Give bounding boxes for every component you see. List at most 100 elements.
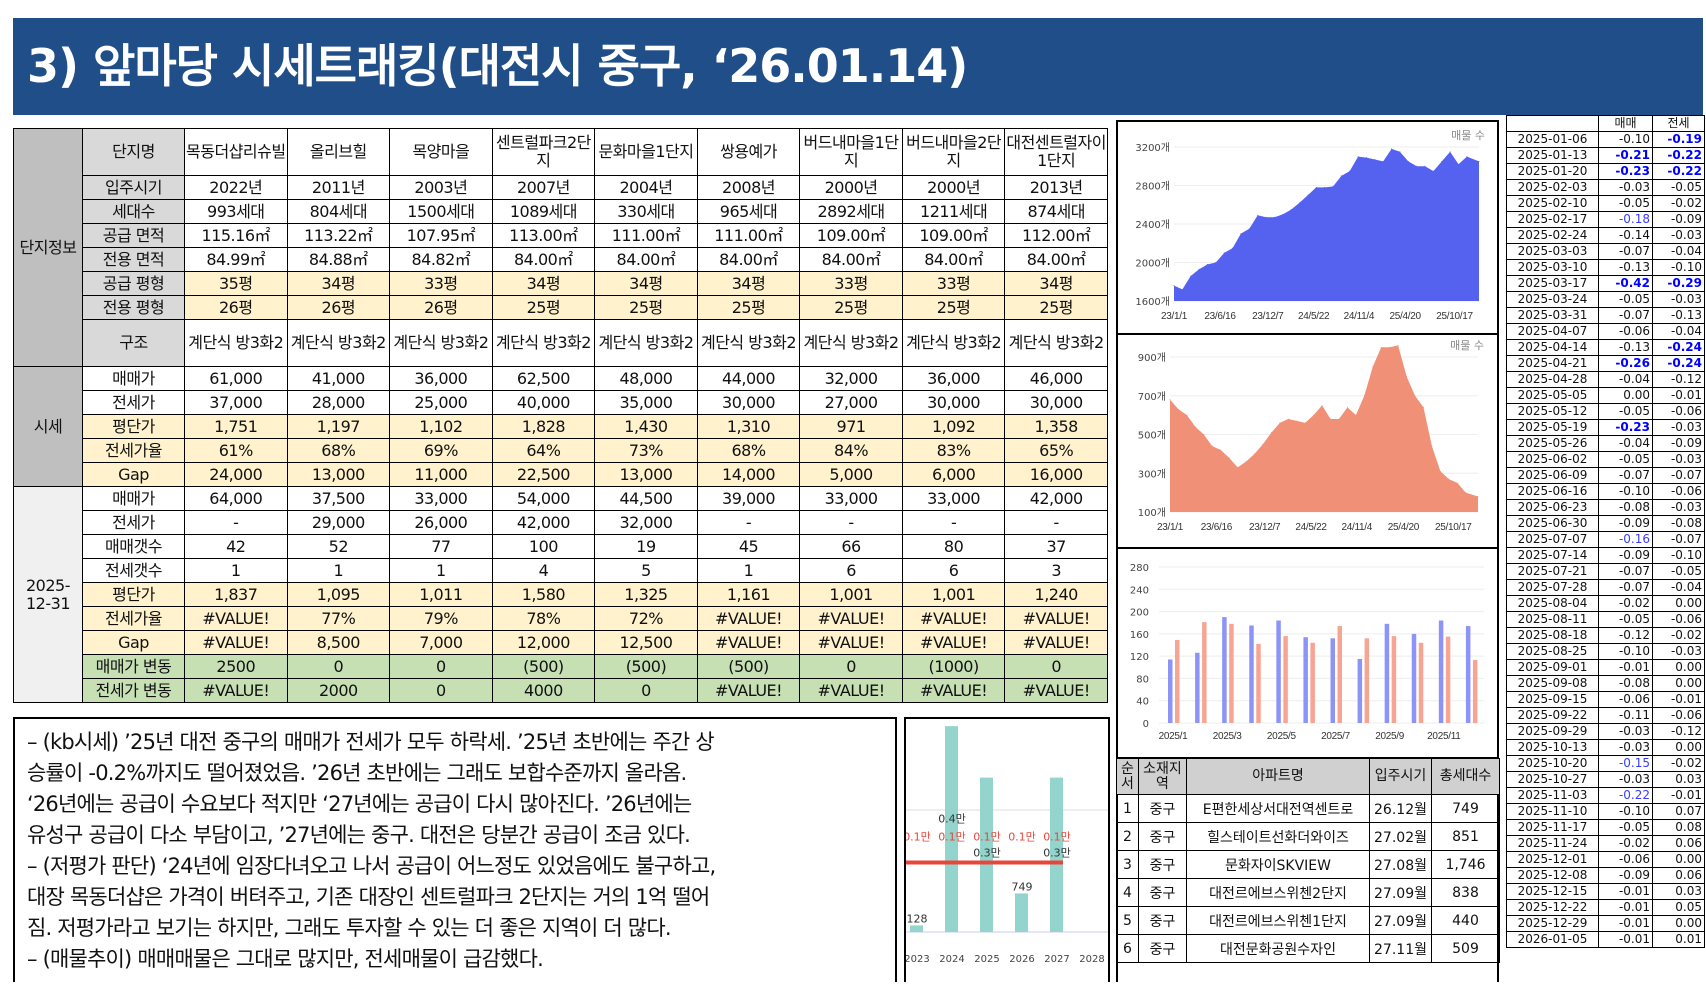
row-label: Gap xyxy=(82,630,185,655)
supply-bar xyxy=(945,726,958,932)
data-point xyxy=(1220,449,1222,451)
table-cell: - xyxy=(1004,510,1108,535)
table-row: 2025-07-21 -0.07 -0.05 xyxy=(1506,563,1705,580)
table-cell: 1,001 xyxy=(901,582,1006,607)
table-cell: 2011년 xyxy=(286,175,391,200)
table-cell: 749 xyxy=(1431,794,1500,823)
data-point xyxy=(1287,418,1289,420)
complex-name: 버드내마을1단지 xyxy=(799,128,903,176)
jeonse-change: -0.12 xyxy=(1652,371,1705,388)
table-cell: 1,011 xyxy=(389,582,493,607)
bar xyxy=(1283,636,1288,723)
row-label: 매매가 변동 xyxy=(82,654,185,679)
table-cell: 509 xyxy=(1431,934,1500,963)
sale-change: -0.03 xyxy=(1598,771,1653,788)
table-cell: 33평 xyxy=(799,271,903,296)
table-row: 2025-10-13 -0.03 0.00 xyxy=(1506,739,1705,756)
demand-label: 0.1만 xyxy=(1043,831,1071,844)
table-cell: 80 xyxy=(901,534,1006,559)
table-cell: 37,000 xyxy=(184,390,288,415)
table-cell: 37 xyxy=(1004,534,1108,559)
jeonse-change: -0.03 xyxy=(1652,291,1705,308)
column-header: 순서 xyxy=(1116,758,1139,795)
week-date: 2025-11-24 xyxy=(1506,835,1599,852)
y-tick-label: 3200개 xyxy=(1135,142,1170,154)
table-row: 2025-03-10 -0.13 -0.10 xyxy=(1506,259,1705,276)
table-row: 2025-01-13 -0.21 -0.22 xyxy=(1506,147,1705,164)
table-row: 공급 면적 115.16㎡ 113.22㎡ 107.95㎡ 113.00㎡ 111.00㎡… xyxy=(14,223,1108,248)
table-cell: 1,358 xyxy=(1004,414,1108,439)
bar xyxy=(1256,643,1261,723)
data-point xyxy=(1431,445,1433,447)
data-point xyxy=(1406,375,1408,377)
table-row: 평단가 1,837 1,095 1,011 1,580 1,325 1,161 1,001 1,… xyxy=(14,582,1108,607)
x-tick-label: 2025 xyxy=(974,954,999,965)
x-tick-label: 2023 xyxy=(906,954,930,965)
table-cell: 1,837 xyxy=(184,582,288,607)
complex-name: 센트럴파크2단지 xyxy=(491,128,596,176)
jeonse-change: 0.01 xyxy=(1652,931,1705,948)
table-cell: 1,197 xyxy=(286,414,391,439)
data-point xyxy=(1211,445,1213,447)
table-row: 전세가 -29,000 26,000 42,000 32,000- - - - xyxy=(14,510,1108,535)
jeonse-change: -0.07 xyxy=(1652,531,1705,548)
table-cell: 2000년 xyxy=(901,175,1006,200)
table-cell: 2022년 xyxy=(184,175,288,200)
note-line: 유성구 공급이 다소 부담이고, ’27년에는 중구. 대전은 당분간 공급이 … xyxy=(27,823,691,847)
table-cell: 27,000 xyxy=(799,390,903,415)
table-cell: 22,500 xyxy=(491,462,596,487)
data-point xyxy=(1372,366,1374,368)
x-tick-label: 2024 xyxy=(939,954,964,965)
table-row: 2025-09-01 -0.01 0.00 xyxy=(1506,659,1705,676)
table-cell: 107.95㎡ xyxy=(389,223,493,248)
demand-label: 0.1만 xyxy=(906,831,931,844)
y-tick-label: 2000개 xyxy=(1135,258,1170,270)
table-cell: 1,102 xyxy=(389,414,493,439)
data-point xyxy=(1349,170,1351,172)
table-cell: 2500 xyxy=(184,654,288,679)
demand-label: 0.1만 xyxy=(938,831,966,844)
table-row: 2025-03-31 -0.07 -0.13 xyxy=(1506,307,1705,324)
table-cell: 2000년 xyxy=(799,175,903,200)
table-cell: 1,746 xyxy=(1431,850,1500,879)
row-label: 공급 평형 xyxy=(82,271,185,296)
table-cell: 계단식 방3화2 xyxy=(286,319,391,367)
sale-change: -0.10 xyxy=(1598,803,1653,820)
week-date: 2025-07-14 xyxy=(1506,547,1599,564)
table-cell: 25,000 xyxy=(389,390,493,415)
table-row: 전세가 변동 #VALUE! 2000 0 4000 0 #VALUE! #VALUE! #VA… xyxy=(14,678,1108,703)
row-label: 전세가 xyxy=(82,390,185,415)
table-cell: 14,000 xyxy=(696,462,801,487)
table-row: 2025-12-22 -0.01 0.05 xyxy=(1506,899,1705,916)
bar xyxy=(1438,620,1444,723)
bar xyxy=(1445,636,1451,723)
column-header: 입주시기 xyxy=(1369,758,1432,795)
table-cell: (1000) xyxy=(901,654,1006,679)
table-cell: 78% xyxy=(491,606,596,631)
table-cell: 1500세대 xyxy=(389,199,493,224)
sale-change: -0.05 xyxy=(1598,451,1653,468)
table-cell: 30,000 xyxy=(901,390,1006,415)
table-cell: 1,580 xyxy=(491,582,596,607)
data-point xyxy=(1203,434,1205,435)
table-cell: 1,240 xyxy=(1004,582,1108,607)
bar xyxy=(1465,626,1471,723)
week-date: 2025-05-12 xyxy=(1506,403,1599,420)
table-cell: 44,000 xyxy=(696,366,801,391)
data-point xyxy=(1186,414,1188,416)
column-header: 소재지역 xyxy=(1138,758,1187,795)
table-cell: 3 xyxy=(1004,558,1108,583)
y-tick-label: 700개 xyxy=(1138,391,1166,403)
table-cell: 25평 xyxy=(696,295,801,320)
table-cell: 대전르에브스위첸1단지 xyxy=(1186,906,1370,935)
table-cell: 35,000 xyxy=(594,390,698,415)
jeonse-change: -0.29 xyxy=(1652,275,1705,292)
data-point xyxy=(1270,432,1272,434)
table-cell: 힐스테이트선화더와이즈 xyxy=(1186,822,1370,851)
bar xyxy=(1391,636,1397,723)
data-point xyxy=(1257,214,1259,216)
sale-change: -0.03 xyxy=(1598,723,1653,740)
table-row: 2025-12-01 -0.06 0.00 xyxy=(1506,851,1705,868)
bar xyxy=(1357,658,1363,723)
sale-change: -0.13 xyxy=(1598,339,1653,356)
